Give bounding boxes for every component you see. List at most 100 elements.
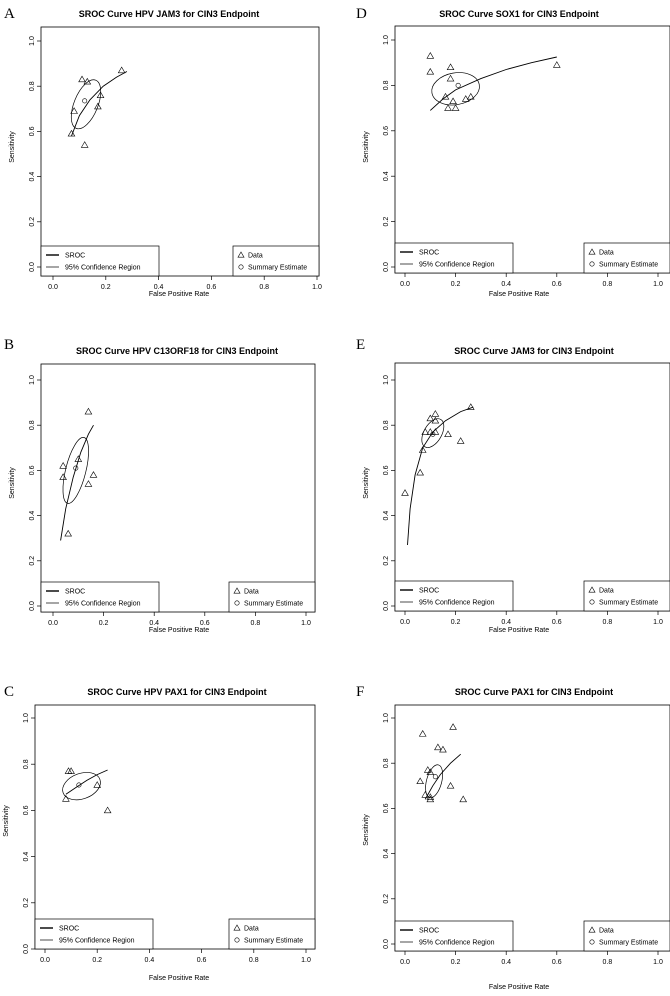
legend-lines [34,918,154,950]
y-tick-label: 1.0 [29,375,36,385]
legend-sroc-label: SROC [419,928,439,935]
legend-lines [40,581,160,613]
data-point [78,75,86,83]
data-point [426,768,435,775]
data-point [416,777,425,785]
x-tick-label: 1.0 [312,284,322,291]
data-point [103,806,112,814]
y-tick-label: 0.6 [383,803,390,813]
x-tick-label: 0.4 [501,619,511,626]
panel-letter: F [356,684,364,700]
panel-letter: A [4,6,15,22]
data-point [83,77,92,85]
x-axis-label: False Positive Rate [149,627,209,634]
x-tick-label: 1.0 [301,620,311,627]
data-point [117,66,126,74]
x-tick-label: 0.6 [207,284,217,291]
data-point [446,63,455,70]
sroc-curve [60,424,94,541]
data-point [401,489,409,496]
x-tick-label: 0.6 [552,959,562,966]
legend-lines [40,245,160,277]
y-axis-label: Sensitivity [363,131,370,163]
sroc-curve [424,753,461,800]
data-point [94,102,102,110]
legend-ci-label: 95% Confidence Region [419,940,495,947]
legend-summary-label: Summary Estimate [599,600,658,607]
x-tick-label: 0.2 [451,959,461,966]
legend-data-swatch [233,924,241,931]
x-tick-label: 0.6 [197,957,207,964]
plot-frame [40,363,316,613]
y-axis-label: Sensitivity [363,814,370,846]
y-tick-label: 0.4 [29,511,36,521]
legend-summary-label: Summary Estimate [244,601,303,608]
y-tick-label: 0.8 [383,420,390,430]
legend-data-swatch [233,587,241,594]
x-tick-label: 1.0 [653,619,663,626]
legend-summary-swatch [238,264,244,270]
x-tick-label: 0.4 [501,281,511,288]
chart-title: SROC Curve HPV JAM3 for CIN3 Endpoint [79,9,260,19]
x-tick-label: 0.8 [603,619,613,626]
x-tick-label: 0.2 [451,619,461,626]
panel-letter: C [4,684,14,700]
x-axis-label: False Positive Rate [149,291,209,298]
data-point [421,428,430,435]
y-tick-label: 0.4 [383,849,390,859]
legend-ci-label: 95% Confidence Region [419,262,495,269]
data-point [74,455,83,462]
data-point [67,129,76,137]
data-point [84,480,93,487]
plot-frame [34,704,316,950]
x-tick-label: 0.6 [200,620,210,627]
y-tick-label: 0.8 [23,759,30,769]
panel-letter: E [356,337,365,353]
confidence-region [431,72,480,106]
chart-title: SROC Curve HPV PAX1 for CIN3 Endpoint [87,687,266,697]
x-tick-label: 0.0 [400,281,410,288]
x-tick-label: 1.0 [301,957,311,964]
sroc-curve [407,406,474,546]
legend-data-swatch [588,248,596,255]
data-point [431,416,440,424]
y-tick-label: 1.0 [29,36,36,46]
y-tick-label: 0.2 [383,217,390,227]
x-tick-label: 0.0 [400,959,410,966]
y-tick-label: 1.0 [383,375,390,385]
x-tick-label: 1.0 [653,281,663,288]
y-axis-label: Sensitivity [9,131,16,163]
data-point [421,791,430,798]
panel-letter: B [4,337,14,353]
chart-title: SROC Curve PAX1 for CIN3 Endpoint [455,687,613,697]
confidence-region [425,764,443,799]
data-point [59,462,67,469]
legend-lines [394,242,514,274]
data-point [70,107,78,114]
y-tick-label: 0.6 [29,465,36,475]
chart-title: SROC Curve JAM3 for CIN3 Endpoint [454,346,614,356]
y-tick-label: 0.8 [383,758,390,768]
data-point [461,95,470,102]
legend-summary-swatch [589,599,595,605]
legend-summary-swatch [234,937,240,943]
data-point [80,141,89,148]
data-point [426,428,435,435]
x-tick-label: 0.6 [552,281,562,288]
data-point [444,104,452,111]
data-point [444,430,452,437]
data-point [431,428,440,435]
y-tick-label: 0.0 [23,944,30,954]
x-tick-label: 0.8 [603,281,613,288]
data-point [466,403,475,410]
legend-points [583,242,670,274]
y-tick-label: 0.0 [383,939,390,949]
x-tick-label: 0.4 [501,959,511,966]
legend-points [228,581,316,613]
legend-data-label: Data [599,588,614,595]
x-tick-label: 0.4 [145,957,155,964]
data-point [451,104,460,111]
data-point [426,67,435,75]
y-tick-label: 1.0 [23,713,30,723]
